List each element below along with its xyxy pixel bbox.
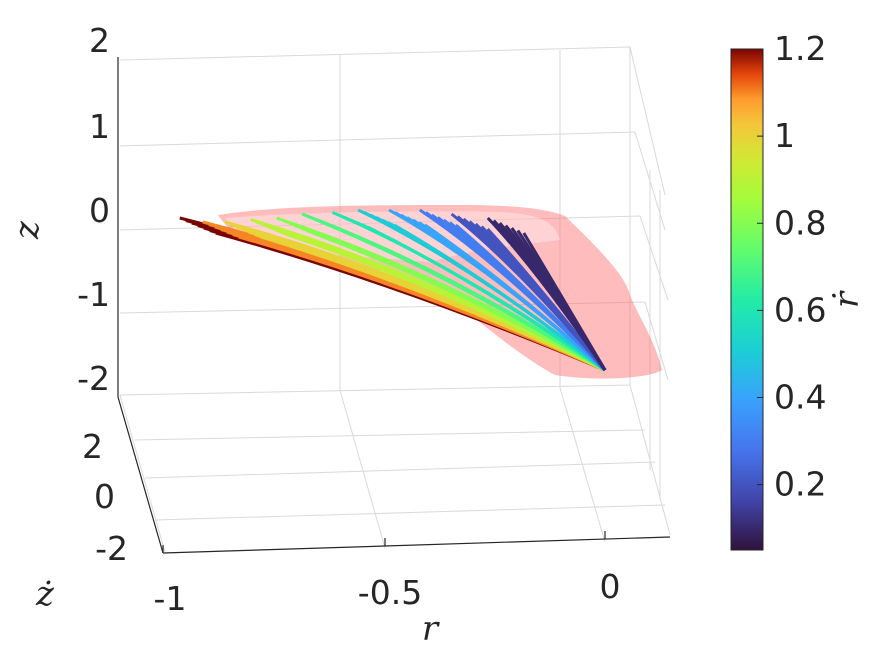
trajectory-fans <box>179 208 607 372</box>
z-tick-label: -1 <box>77 275 110 314</box>
z-axis-label: z <box>7 220 47 240</box>
colorbar-tick-label: 1 <box>774 116 795 155</box>
ydot-tick-label: -2 <box>95 529 128 568</box>
x-tick-label: -1 <box>154 579 187 618</box>
ydot-tick-label: 0 <box>94 477 115 516</box>
grid-line <box>644 301 669 381</box>
colorbar-label: ṙ <box>827 290 867 308</box>
ydot-tick-labels: 2 0 -2 <box>82 427 128 568</box>
grid-line <box>119 131 636 147</box>
trajectory-line <box>454 223 607 372</box>
colorbar-tick-label: 0.4 <box>774 378 826 417</box>
grid-line <box>144 461 656 479</box>
grid-line <box>339 389 386 549</box>
ydot-axis <box>117 396 164 554</box>
grid-line <box>629 46 666 196</box>
trajectory-line <box>424 223 607 372</box>
trajectory-line <box>522 232 607 371</box>
trajectory-line <box>486 227 607 371</box>
colorbar-gradient <box>730 48 764 551</box>
colorbar-tick-label: 0.2 <box>774 465 826 504</box>
x-axis <box>162 536 671 554</box>
z-tick-label: -2 <box>77 359 110 398</box>
grid-line <box>639 215 669 301</box>
x-axis-label: r <box>422 609 440 649</box>
ydot-axis-label: ż <box>35 574 55 614</box>
surface <box>179 205 662 379</box>
z-tick-label: 1 <box>89 107 110 146</box>
trajectory-line <box>286 233 606 372</box>
x-tick-label: 0 <box>600 567 621 606</box>
grid-lines <box>119 46 671 553</box>
grid-line <box>119 46 631 61</box>
colorbar-tick-label: 0.8 <box>774 203 826 242</box>
trajectory-line <box>337 227 606 372</box>
trajectory-line <box>367 226 606 372</box>
trajectory-line <box>393 223 606 372</box>
axes <box>117 57 671 554</box>
colorbar-ticks: 1.2 1 0.8 0.6 0.4 0.2 <box>757 29 826 504</box>
z-tick-label: 2 <box>89 21 110 60</box>
z-tick-label: 0 <box>89 191 110 230</box>
trajectory-line <box>312 231 606 372</box>
trajectory-line <box>260 235 606 372</box>
grid-line <box>134 429 646 441</box>
grid-line <box>559 387 606 543</box>
x-tick-labels: -1 -0.5 0 <box>154 567 621 618</box>
x-tick-label: -0.5 <box>358 573 422 612</box>
grid-line <box>119 384 631 396</box>
grid-line <box>154 504 666 521</box>
grid-line <box>119 394 166 553</box>
colorbar-tick-label: 0.6 <box>774 290 826 329</box>
ydot-tick-label: 2 <box>82 427 103 466</box>
colorbar-tick-label: 1.2 <box>774 29 826 68</box>
z-tick-labels: 2 1 0 -1 -2 <box>77 21 110 398</box>
colorbar: 1.2 1 0.8 0.6 0.4 0.2 ṙ <box>730 29 867 551</box>
